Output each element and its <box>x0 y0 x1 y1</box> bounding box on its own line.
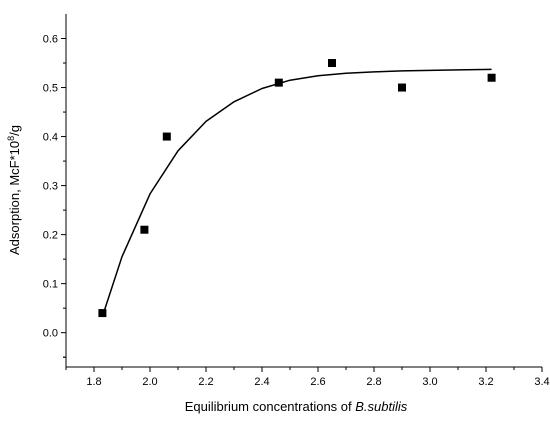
y-axis-title: Adsorption, McF*108/g <box>6 125 22 255</box>
fit-curve <box>101 68 492 317</box>
fit-curve-layer <box>101 68 492 317</box>
data-point <box>328 59 336 68</box>
data-point <box>487 73 496 82</box>
x-tick-label: 3.0 <box>422 376 437 388</box>
x-tick-label: 3.2 <box>478 376 493 388</box>
y-tick-label: 0.0 <box>43 328 58 340</box>
data-point <box>98 309 107 318</box>
x-tick-label: 2.2 <box>198 376 213 388</box>
data-point <box>274 78 283 87</box>
x-tick-label: 2.4 <box>254 376 269 388</box>
x-tick-label: 2.0 <box>142 376 157 388</box>
y-tick-label: 0.5 <box>43 83 58 95</box>
x-tick-label: 2.8 <box>366 376 381 388</box>
y-tick-label: 0.1 <box>43 279 58 291</box>
x-axis-title: Equilibrium concentrations of B.subtilis <box>185 399 408 414</box>
y-axis-title-unit: /g <box>7 125 22 136</box>
y-tick-label: 0.2 <box>43 230 58 242</box>
axes <box>65 14 542 368</box>
data-points-layer <box>98 59 496 318</box>
x-axis-title-species: B.subtilis <box>355 399 408 414</box>
x-axis-title-text: Equilibrium concentrations of <box>185 399 352 414</box>
y-axis-title-superscript: 8 <box>6 136 16 141</box>
data-point <box>162 132 171 141</box>
y-tick-label: 0.4 <box>43 132 58 144</box>
y-tick-label: 0.3 <box>43 181 58 193</box>
x-tick-label: 2.6 <box>310 376 325 388</box>
x-tick-label: 3.4 <box>534 376 549 388</box>
x-tick-label: 1.8 <box>86 376 101 388</box>
y-axis-title-text: Adsorption, McF*10 <box>7 141 22 255</box>
data-point <box>398 83 406 92</box>
y-tick-label: 0.6 <box>43 34 58 46</box>
ticks: 1.8 2.0 2.2 2.4 2.6 2.8 3.0 3.2 3.4 0.0 0.1 0.2 0.3 0… <box>43 34 550 388</box>
data-point <box>140 225 149 234</box>
